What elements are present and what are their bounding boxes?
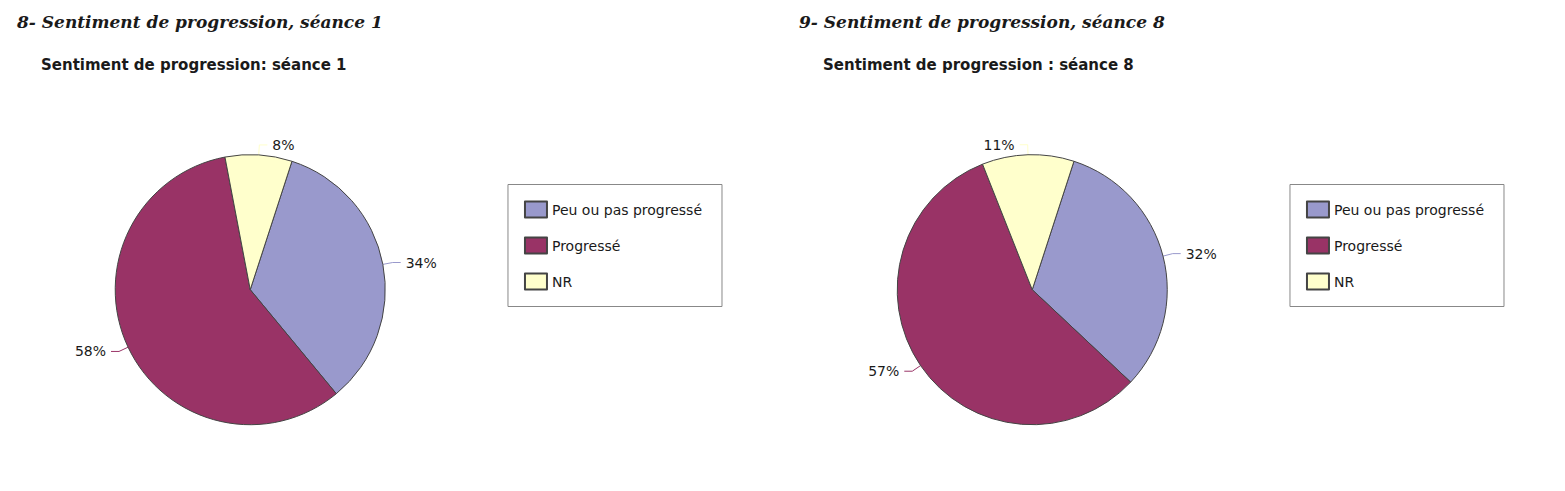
svg-text:58%: 58% — [75, 343, 106, 359]
svg-text:NR: NR — [552, 274, 572, 290]
svg-text:Peu ou pas progressé: Peu ou pas progressé — [552, 202, 702, 218]
svg-text:32%: 32% — [1186, 246, 1217, 262]
svg-text:8%: 8% — [272, 137, 294, 153]
svg-text:Sentiment de progression : séa: Sentiment de progression : séance 8 — [823, 56, 1134, 74]
svg-text:NR: NR — [1334, 274, 1354, 290]
svg-text:Peu ou pas progressé: Peu ou pas progressé — [1334, 202, 1484, 218]
svg-text:8- Sentiment de progression, s: 8- Sentiment de progression, séance 1 — [16, 12, 383, 32]
svg-text:Progressé: Progressé — [1334, 238, 1402, 254]
svg-text:57%: 57% — [868, 363, 899, 379]
svg-text:9- Sentiment de progression, s: 9- Sentiment de progression, séance 8 — [799, 12, 1165, 32]
svg-text:11%: 11% — [984, 137, 1015, 153]
svg-text:34%: 34% — [406, 255, 437, 271]
svg-text:Sentiment de progression: séan: Sentiment de progression: séance 1 — [41, 56, 347, 74]
svg-text:Progressé: Progressé — [552, 238, 620, 254]
